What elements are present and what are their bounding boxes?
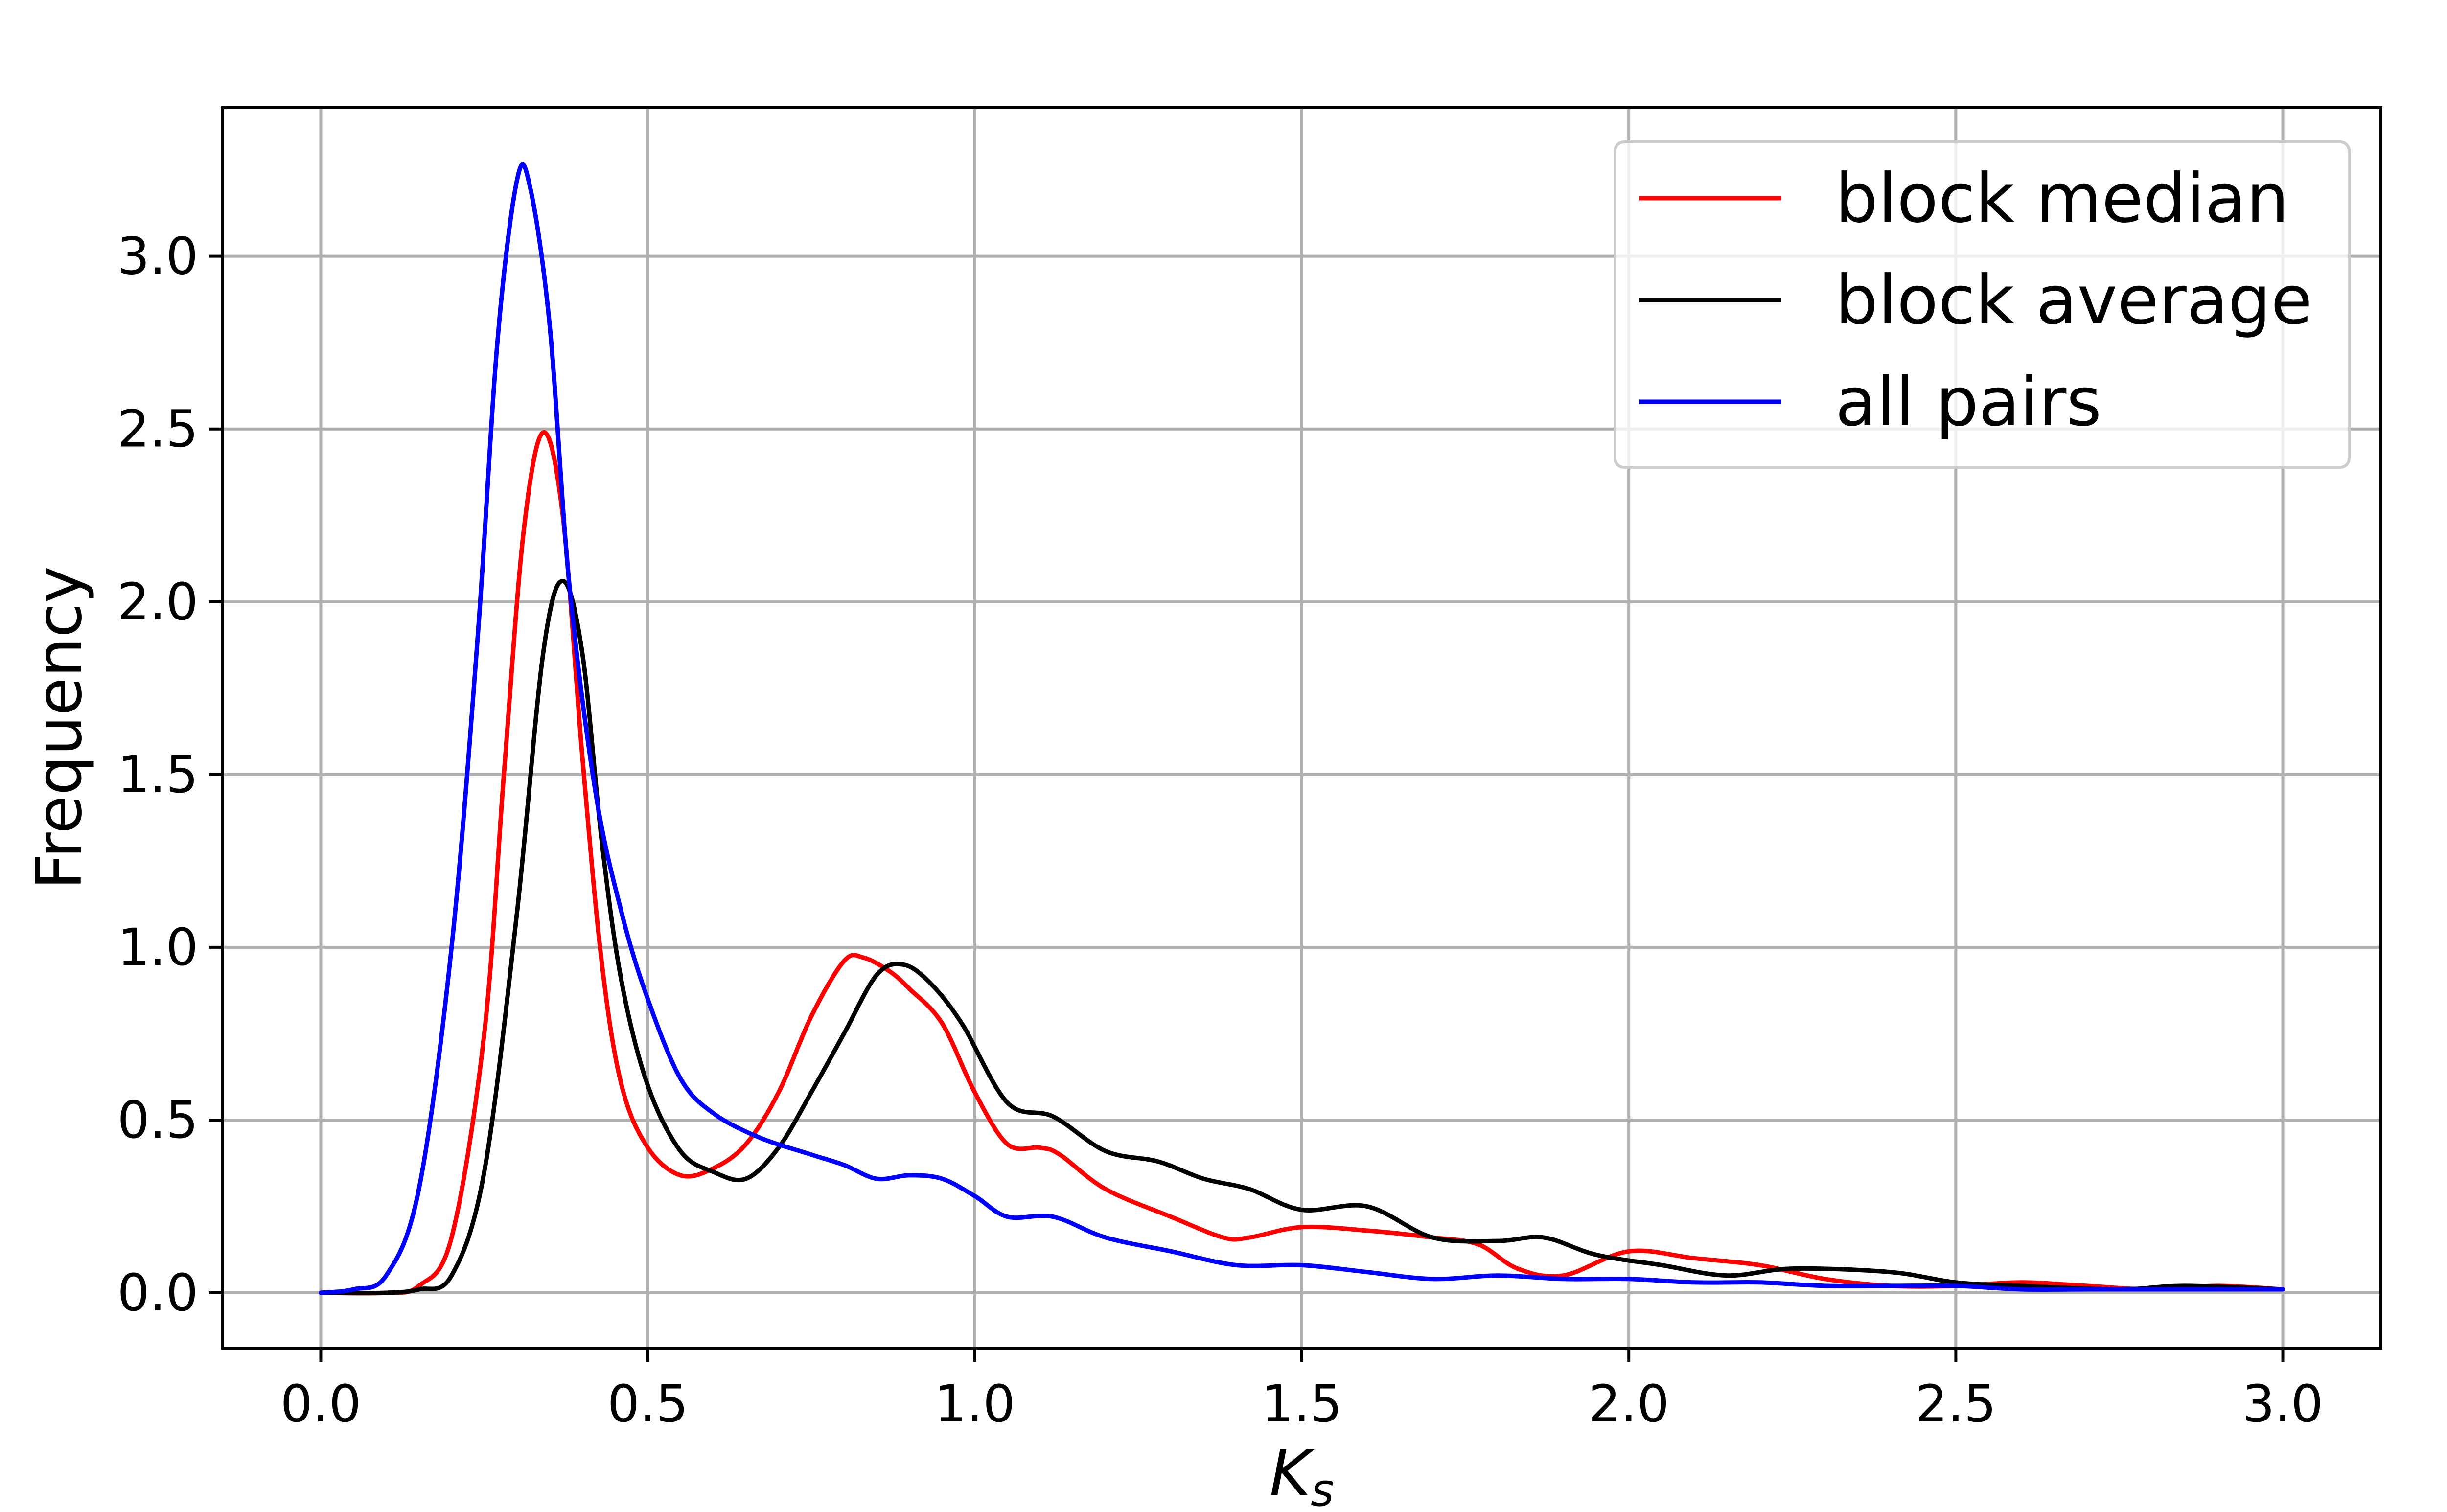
legend-label-block-median: block median	[1835, 159, 2289, 238]
x-tick-label: 0.5	[607, 1374, 688, 1434]
legend-label-block-average: block average	[1835, 261, 2312, 340]
y-tick-label: 2.5	[117, 399, 198, 459]
x-axis-label-base: K	[1270, 1437, 1315, 1510]
x-tick-label: 0.0	[280, 1374, 361, 1434]
y-tick-label: 0.0	[117, 1263, 198, 1323]
x-axis-label-subscript: s	[1311, 1464, 1334, 1512]
x-axis-label: Ks	[1270, 1437, 1334, 1512]
legend-box	[1614, 140, 2351, 469]
x-tick-label: 3.0	[2242, 1374, 2323, 1434]
x-tick-label: 2.5	[1916, 1374, 1996, 1434]
y-tick-label: 1.0	[117, 917, 198, 977]
x-tick-label: 1.5	[1261, 1374, 1342, 1434]
grid	[223, 108, 2381, 1348]
series-group	[319, 162, 2285, 1296]
series-line-block-median	[319, 430, 2285, 1296]
legend: block median block average all pairs	[1614, 140, 2351, 469]
legend-label-all-pairs: all pairs	[1835, 363, 2101, 441]
y-axis-ticks: 0.0 0.5 1.0 1.5 2.0 2.5 3.0	[117, 227, 223, 1323]
y-tick-label: 3.0	[117, 227, 198, 286]
x-tick-label: 1.0	[934, 1374, 1015, 1434]
series-line-all-pairs	[319, 162, 2285, 1295]
y-axis-label: Frequency	[23, 566, 96, 890]
y-tick-label: 1.5	[117, 745, 198, 804]
x-tick-label: 2.0	[1588, 1374, 1669, 1434]
x-axis-ticks: 0.0 0.5 1.0 1.5 2.0 2.5 3.0	[280, 1348, 2323, 1434]
series-line-block-average	[319, 578, 2285, 1296]
y-tick-label: 0.5	[117, 1090, 198, 1150]
y-tick-label: 2.0	[117, 572, 198, 632]
